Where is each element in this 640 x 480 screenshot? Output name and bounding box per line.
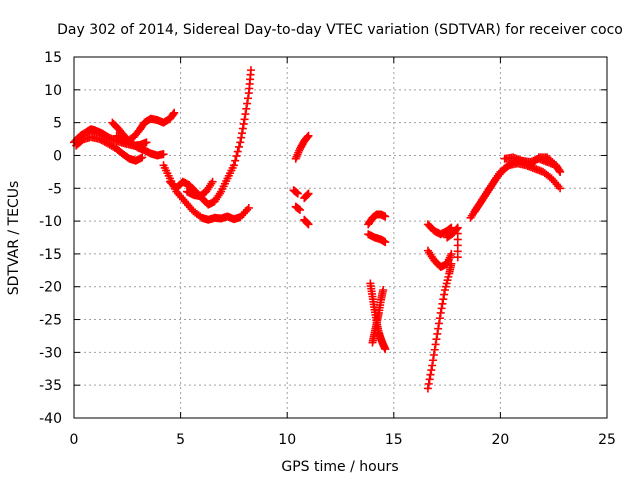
grid-lines xyxy=(74,57,607,418)
y-tick-label: -30 xyxy=(39,345,62,361)
data-point-arc-f xyxy=(238,124,247,133)
data-point-arc-q xyxy=(438,299,447,308)
chart-title: Day 302 of 2014, Sidereal Day-to-day VTE… xyxy=(57,22,623,38)
data-point-arc-f xyxy=(240,115,249,124)
data-point-arc-v xyxy=(556,184,565,193)
data-point-arc-f xyxy=(238,129,247,138)
y-tick-label: -15 xyxy=(39,247,62,263)
data-point-arc-f xyxy=(237,133,246,142)
x-tick-label: 25 xyxy=(598,432,616,448)
data-point-arc-q xyxy=(431,340,440,349)
data-point-arc-q xyxy=(424,379,433,388)
data-point-arc-f xyxy=(239,119,248,128)
y-tick-label: 0 xyxy=(53,148,62,164)
data-point-arc-q xyxy=(435,314,444,323)
data-point-arc-q xyxy=(427,366,436,375)
data-point-arc-f xyxy=(242,104,251,113)
data-point-arc-o xyxy=(381,345,390,354)
y-tick-label: 5 xyxy=(53,116,62,132)
x-tick-label: 20 xyxy=(491,432,509,448)
data-point-arc-q xyxy=(433,329,442,338)
data-point-arc-q xyxy=(436,308,445,317)
data-point-arc-l xyxy=(304,220,313,229)
data-point-arc-l xyxy=(302,218,311,227)
data-point-arc-e xyxy=(243,205,252,214)
data-point-arc-f xyxy=(229,161,238,170)
data-point-arc-f xyxy=(246,66,255,75)
data-point-arc-q xyxy=(423,384,432,393)
data-point-arc-h xyxy=(304,131,313,140)
y-tick-label: -40 xyxy=(39,411,62,427)
y-tick-label: -20 xyxy=(39,280,62,296)
data-point-arc-p xyxy=(379,286,388,295)
y-tick-label: -10 xyxy=(39,214,62,230)
data-point-arc-a xyxy=(142,138,151,147)
y-axis-label: SDTVAR / TECUs xyxy=(6,181,22,296)
data-point-arc-f xyxy=(232,152,241,161)
data-point-arc-q xyxy=(425,375,434,384)
data-point-arc-q xyxy=(432,335,441,344)
data-point-arc-w xyxy=(556,167,565,176)
data-point-arc-j xyxy=(304,189,313,198)
data-point-arc-f xyxy=(233,147,242,156)
data-point-arc-s xyxy=(447,249,456,258)
data-point-arc-b xyxy=(138,153,147,162)
data-point-arc-q xyxy=(440,290,449,299)
data-point-arc-q xyxy=(429,356,438,365)
plot-frame xyxy=(73,56,608,419)
axis-ticks: 0 5 10 15 20 25 15 10 5 0 -5 -10 -15 -20 -25 -30 -35 -40 xyxy=(39,50,616,448)
data-point-arc-j xyxy=(302,191,311,200)
data-point-arc-q xyxy=(434,319,443,328)
data-point-arc-m xyxy=(381,212,390,221)
data-point-arc-f xyxy=(243,94,252,103)
data-point-arc-k xyxy=(295,205,304,214)
data-points xyxy=(70,66,565,393)
data-point-arc-q xyxy=(434,324,443,333)
data-point-arc-f xyxy=(235,142,244,151)
x-tick-label: 0 xyxy=(70,432,79,448)
data-point-arc-i xyxy=(293,189,302,198)
data-point-arc-t xyxy=(453,253,462,262)
data-point-arc-f xyxy=(236,138,245,147)
data-point-arc-q xyxy=(437,304,446,313)
data-point-arc-d xyxy=(169,109,178,118)
data-point-arc-n xyxy=(381,238,390,247)
y-tick-label: -5 xyxy=(48,181,62,197)
y-tick-label: -35 xyxy=(39,378,62,394)
data-point-arc-c xyxy=(159,150,168,159)
data-point-arc-d xyxy=(170,108,179,117)
data-point-arc-w xyxy=(555,166,564,175)
data-point-arc-q xyxy=(430,345,439,354)
data-point-arc-t xyxy=(452,224,461,233)
data-point-arc-h xyxy=(303,132,312,141)
data-point-arc-q xyxy=(428,361,437,370)
data-point-arc-f xyxy=(243,99,252,108)
x-tick-label: 5 xyxy=(176,432,185,448)
x-axis-label: GPS time / hours xyxy=(281,459,398,475)
data-point-arc-f xyxy=(241,110,250,119)
data-point-arc-q xyxy=(439,295,448,304)
data-point-arc-l xyxy=(303,219,312,228)
data-point-arc-g xyxy=(208,177,217,186)
y-tick-label: -25 xyxy=(39,313,62,329)
data-point-arc-e xyxy=(244,203,253,212)
x-tick-label: 15 xyxy=(385,432,403,448)
data-point-arc-q xyxy=(429,350,438,359)
x-tick-label: 10 xyxy=(278,432,296,448)
data-point-arc-q xyxy=(426,370,435,379)
y-tick-label: 15 xyxy=(44,50,62,66)
data-point-arc-j xyxy=(303,190,312,199)
data-point-arc-f xyxy=(231,156,240,165)
y-tick-label: 10 xyxy=(44,83,62,99)
